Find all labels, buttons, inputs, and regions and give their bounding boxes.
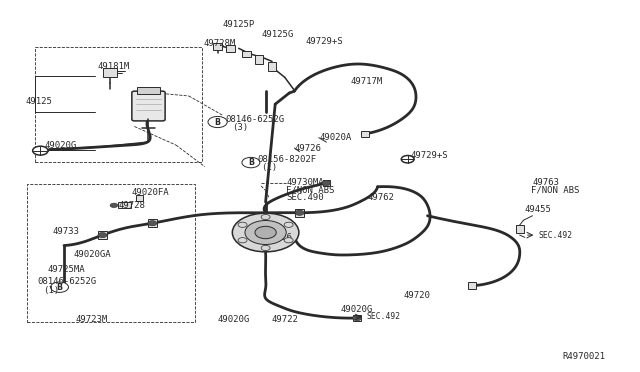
- Bar: [361, 131, 369, 137]
- Circle shape: [110, 203, 118, 208]
- Bar: [213, 43, 222, 50]
- Text: 49728: 49728: [118, 201, 145, 210]
- Text: SEC.492: SEC.492: [538, 231, 572, 240]
- Bar: [255, 55, 264, 64]
- Bar: [516, 225, 524, 233]
- Text: 49725MA: 49725MA: [48, 265, 86, 274]
- Text: 49125: 49125: [26, 97, 52, 106]
- Circle shape: [245, 221, 286, 244]
- Circle shape: [261, 246, 270, 251]
- Circle shape: [238, 238, 247, 243]
- Text: F/NON ABS: F/NON ABS: [531, 185, 580, 194]
- Bar: [243, 51, 251, 57]
- Circle shape: [208, 116, 227, 128]
- Bar: [295, 209, 304, 217]
- Text: 49729+S: 49729+S: [411, 151, 449, 160]
- Bar: [353, 315, 361, 321]
- Text: 49762: 49762: [368, 193, 395, 202]
- Bar: [103, 68, 117, 77]
- Text: 49730MA: 49730MA: [287, 178, 324, 187]
- Circle shape: [353, 315, 362, 321]
- Text: 49455: 49455: [525, 205, 552, 214]
- Text: 49729+S: 49729+S: [306, 37, 344, 46]
- Text: SEC.492: SEC.492: [367, 312, 401, 321]
- Text: 08146-6252G: 08146-6252G: [37, 278, 96, 286]
- Bar: [226, 45, 235, 52]
- Text: R4970021: R4970021: [562, 352, 605, 361]
- Circle shape: [401, 155, 414, 163]
- Text: 49181M: 49181M: [97, 62, 129, 71]
- Bar: [137, 87, 160, 94]
- Text: (3): (3): [232, 123, 248, 132]
- Text: 49020GA: 49020GA: [74, 250, 111, 259]
- Text: B: B: [56, 283, 63, 292]
- Circle shape: [322, 180, 331, 186]
- Text: 49722: 49722: [272, 315, 299, 324]
- Text: 49728M: 49728M: [204, 39, 236, 48]
- Bar: [323, 180, 330, 186]
- Circle shape: [255, 226, 276, 239]
- Text: B: B: [248, 158, 254, 167]
- Text: 49020A: 49020A: [320, 133, 352, 142]
- Circle shape: [261, 214, 270, 219]
- Text: 49726: 49726: [294, 144, 321, 153]
- Text: 49733: 49733: [52, 227, 79, 236]
- Circle shape: [238, 222, 247, 227]
- Text: 49020FA: 49020FA: [131, 188, 169, 197]
- Text: 49020G: 49020G: [218, 315, 250, 324]
- Bar: [118, 202, 131, 208]
- Circle shape: [98, 232, 107, 238]
- Text: F/NON ABS: F/NON ABS: [286, 185, 335, 194]
- Text: 49020G: 49020G: [340, 305, 372, 314]
- Text: 49020G: 49020G: [45, 141, 77, 150]
- Bar: [148, 219, 157, 227]
- Text: 49125G: 49125G: [261, 30, 293, 39]
- Bar: [268, 61, 276, 71]
- Circle shape: [51, 282, 68, 292]
- Text: 49723M: 49723M: [76, 315, 108, 324]
- Circle shape: [33, 146, 48, 155]
- Text: 49125P: 49125P: [223, 20, 255, 29]
- Bar: [136, 195, 143, 201]
- Text: 08156-8202F: 08156-8202F: [257, 155, 316, 164]
- Circle shape: [242, 157, 260, 168]
- Text: 49720: 49720: [403, 291, 430, 300]
- Text: 49726: 49726: [266, 233, 292, 242]
- Bar: [98, 231, 107, 239]
- Text: 49717M: 49717M: [351, 77, 383, 86]
- Circle shape: [295, 210, 304, 215]
- Text: (1): (1): [44, 286, 60, 295]
- FancyBboxPatch shape: [132, 91, 165, 121]
- Text: 49763: 49763: [532, 178, 559, 187]
- Circle shape: [148, 221, 157, 226]
- Bar: [468, 282, 476, 289]
- Text: (1): (1): [261, 163, 277, 172]
- Text: B: B: [214, 118, 221, 126]
- Text: SEC.490: SEC.490: [287, 193, 324, 202]
- Circle shape: [284, 238, 293, 243]
- Circle shape: [284, 222, 293, 227]
- Text: 08146-6252G: 08146-6252G: [225, 115, 284, 124]
- Circle shape: [232, 213, 299, 252]
